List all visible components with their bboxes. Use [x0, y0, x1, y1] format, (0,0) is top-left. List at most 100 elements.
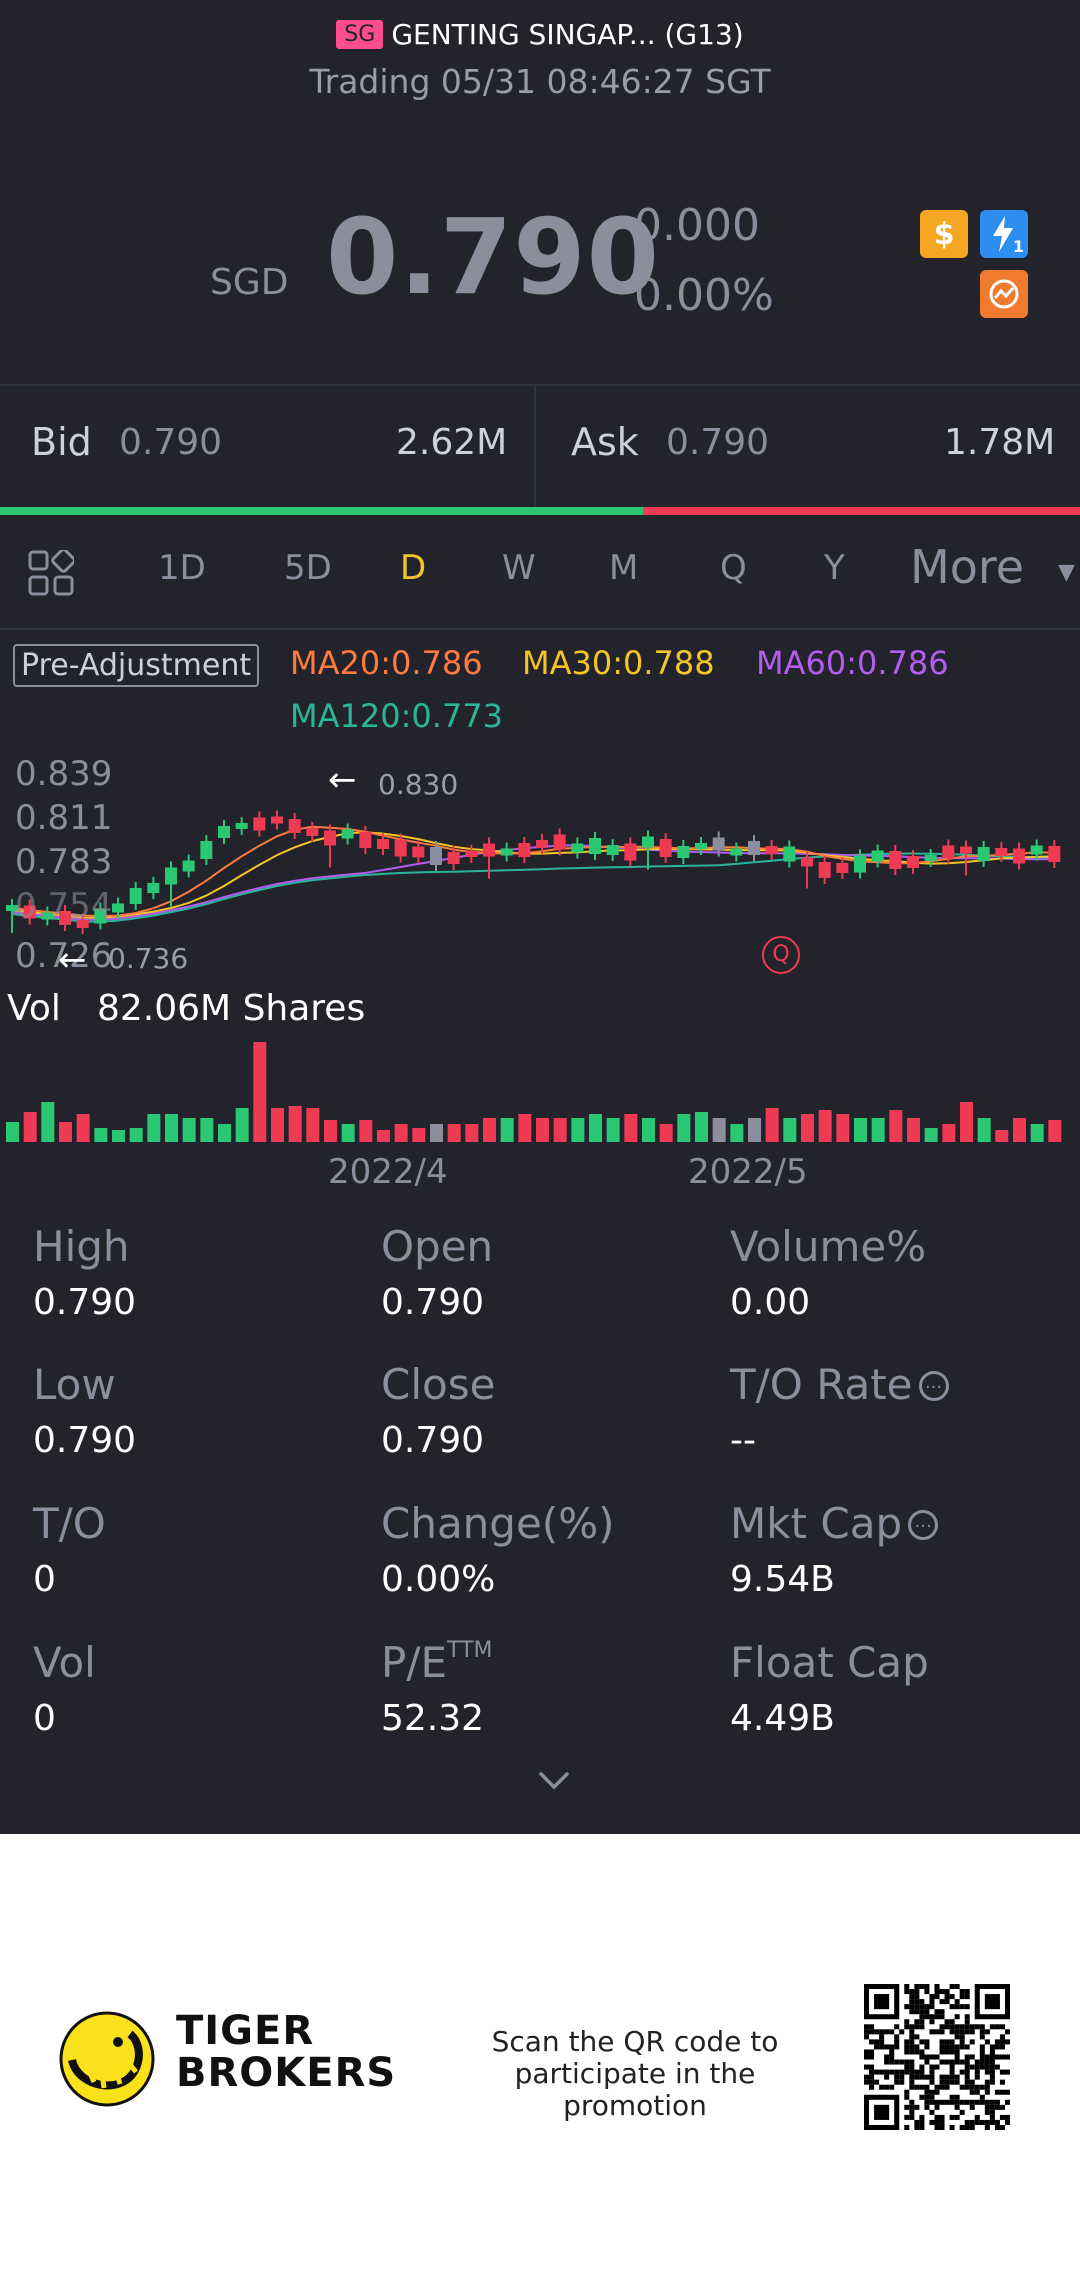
volume-bar [818, 1110, 832, 1142]
candle [394, 839, 407, 857]
candle [430, 847, 442, 865]
tab-more[interactable]: More [910, 540, 1025, 594]
y-tick: 0.754 [15, 886, 113, 926]
candle [1013, 848, 1025, 864]
candle [536, 840, 548, 848]
volume-bar [801, 1114, 814, 1142]
candle [624, 843, 637, 861]
promo-line-2: participate in the promotion [514, 2057, 756, 2122]
candles [6, 810, 1061, 934]
tab-week[interactable]: W [502, 548, 536, 588]
volume-bar [518, 1114, 532, 1142]
dollar-icon[interactable]: $ [920, 210, 968, 258]
tab-year[interactable]: Y [824, 548, 845, 588]
candle [730, 848, 743, 856]
candle [324, 830, 336, 846]
event-marker[interactable]: Q [762, 936, 800, 974]
stat-pe-label: P/E [381, 1638, 448, 1687]
candle [59, 911, 71, 925]
info-icon[interactable]: ··· [918, 1371, 949, 1401]
volume-bar [836, 1114, 850, 1142]
stat-volpct-value: 0.00 [730, 1282, 811, 1323]
stat-to-value: 0 [33, 1559, 56, 1600]
volume-bar [553, 1118, 567, 1142]
candle [76, 920, 89, 928]
tab-quarter[interactable]: Q [720, 548, 747, 588]
volume-bar [536, 1118, 549, 1142]
volume-bar [712, 1118, 726, 1142]
info-icon[interactable]: ··· [908, 1510, 939, 1540]
volume-bar [871, 1118, 885, 1142]
volume-bar [23, 1112, 37, 1142]
x-tick: 2022/4 [328, 1152, 448, 1192]
stat-pe-value: 52.32 [381, 1698, 485, 1739]
y-tick: 0.726 [15, 936, 113, 976]
price-change-pct: 0.00% [634, 270, 774, 321]
brand-line-1: TIGER [176, 2008, 315, 2054]
layout-grid-icon[interactable] [28, 548, 76, 600]
promo-text: Scan the QR code to participate in the pr… [440, 2026, 830, 2122]
volume-bar [235, 1108, 249, 1142]
candlestick-chart[interactable] [0, 740, 1080, 980]
candle [41, 912, 54, 920]
stat-changepct-value: 0.00% [381, 1559, 496, 1600]
volume-bar [218, 1124, 231, 1142]
stat-mktcap: Mkt Cap ··· [730, 1499, 939, 1548]
candle [182, 860, 195, 872]
candle [6, 905, 18, 911]
candle [218, 826, 230, 838]
volume-bar [165, 1114, 178, 1142]
options-icon[interactable] [980, 270, 1028, 318]
candle [94, 908, 107, 924]
tab-month[interactable]: M [609, 548, 639, 588]
candle [695, 843, 707, 849]
volume-bar [377, 1130, 390, 1142]
candle [871, 850, 884, 862]
candle [377, 839, 389, 849]
candle [836, 863, 849, 873]
stat-open-label: Open [381, 1222, 494, 1271]
stat-torate-value: -- [730, 1420, 756, 1461]
candle [147, 883, 160, 893]
volume-bar [606, 1118, 620, 1142]
tab-day[interactable]: D [400, 548, 427, 588]
volume-bar [306, 1108, 320, 1142]
volume-bar [94, 1128, 108, 1142]
volume-bar [624, 1114, 638, 1142]
volume-bar [324, 1120, 337, 1142]
tab-1d[interactable]: 1D [158, 548, 206, 588]
volume-bar [147, 1114, 161, 1142]
candle [854, 855, 866, 873]
volume-bar [200, 1118, 214, 1142]
volume-bar [76, 1114, 90, 1142]
volume-bar [677, 1114, 691, 1142]
promo-line-1: Scan the QR code to [491, 2025, 779, 2058]
volume-bar [783, 1118, 797, 1142]
tab-5d[interactable]: 5D [284, 548, 332, 588]
volume-value: 82.06M Shares [97, 988, 366, 1029]
adjustment-toggle[interactable]: Pre-Adjustment [13, 644, 260, 687]
candle [995, 848, 1008, 856]
qr-code[interactable] [864, 1984, 1010, 2130]
volume-bar [589, 1114, 602, 1142]
volume-bar [659, 1124, 673, 1142]
volume-bar [59, 1122, 72, 1142]
tiger-logo [59, 2011, 155, 2107]
expand-chevron-icon[interactable] [538, 1770, 570, 1792]
volume-bar [571, 1118, 585, 1142]
volume-bar [889, 1110, 903, 1142]
volume-bar [271, 1108, 284, 1142]
arrow-left-icon: ← [328, 760, 357, 800]
flash-icon[interactable]: 1 [980, 210, 1028, 258]
candle [589, 838, 601, 854]
trading-status: Trading 05/31 08:46:27 SGT [309, 62, 771, 101]
stat-to-label: T/O [33, 1499, 106, 1548]
chevron-down-icon[interactable]: ▼ [1058, 560, 1075, 585]
candle [447, 852, 460, 864]
stat-pe-sup: TTM [447, 1638, 493, 1663]
candle [271, 816, 283, 824]
volume-bar [182, 1118, 196, 1142]
candle [571, 843, 584, 853]
candle [165, 867, 177, 885]
volume-chart [6, 1042, 1062, 1142]
